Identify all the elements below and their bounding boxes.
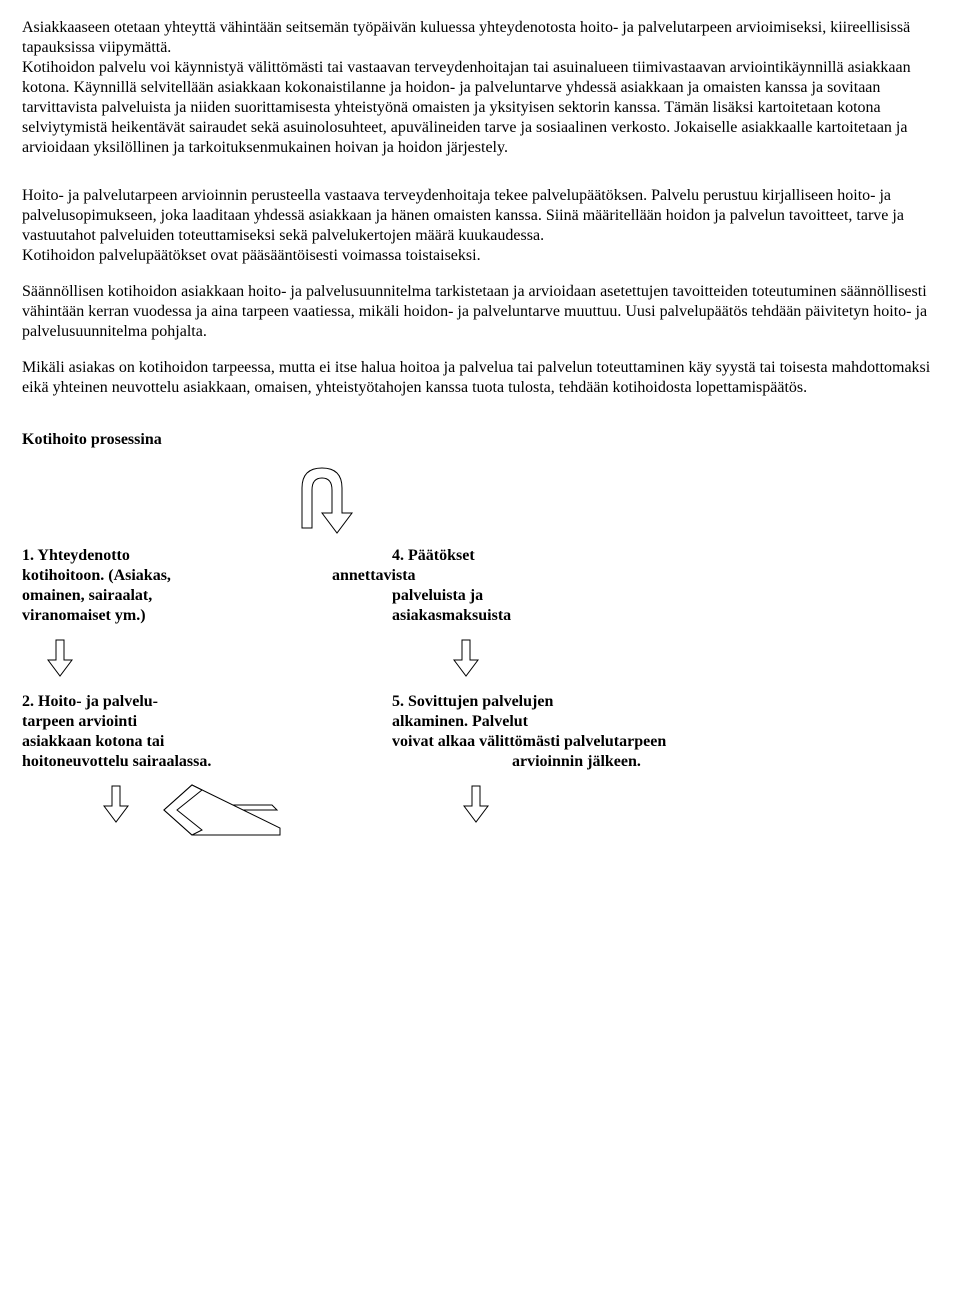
text: annettavista: [332, 567, 416, 584]
process-step-5: 5. Sovittujen palvelujen alkaminen. Palv…: [332, 692, 938, 772]
text: 4. Päätökset: [392, 547, 475, 564]
text: arvioinnin jälkeen.: [512, 753, 641, 770]
text: 5. Sovittujen palvelujen: [392, 693, 553, 710]
arrow-down-icon: [102, 784, 130, 824]
arrow-row: [22, 634, 938, 684]
arrow-row: [22, 780, 938, 840]
text: Kotihoidon palvelupäätökset ovat pääsään…: [22, 247, 481, 264]
text: alkaminen. Palvelut: [392, 713, 528, 730]
process-row: 2. Hoito- ja palvelu- tarpeen arviointi …: [22, 692, 938, 772]
body-paragraph: Mikäli asiakas on kotihoidon tarpeessa, …: [22, 358, 938, 398]
text: asiakasmaksuista: [392, 607, 511, 624]
text: palveluista ja: [392, 587, 483, 604]
process-step-4: 4. Päätökset annettavista palveluista ja…: [332, 546, 938, 626]
arrow-down-icon: [462, 784, 490, 824]
body-paragraph: Asiakkaaseen otetaan yhteyttä vähintään …: [22, 18, 938, 158]
text: voivat alkaa välittömästi palvelutarpeen: [392, 733, 666, 750]
text: hoitoneuvottelu sairaalassa.: [22, 753, 211, 770]
process-step-1: 1. Yhteydenotto kotihoitoon. (Asiakas, o…: [22, 546, 332, 626]
process-row: 1. Yhteydenotto kotihoitoon. (Asiakas, o…: [22, 546, 938, 626]
process-step-2: 2. Hoito- ja palvelu- tarpeen arviointi …: [22, 692, 332, 772]
u-turn-arrow-icon: [282, 458, 938, 538]
text: 1. Yhteydenotto: [22, 547, 130, 564]
text: 2. Hoito- ja palvelu-: [22, 693, 158, 710]
text: Hoito- ja palvelutarpeen arvioinnin peru…: [22, 187, 904, 244]
text: Asiakkaaseen otetaan yhteyttä vähintään …: [22, 19, 910, 56]
arrow-up-left-icon: [162, 780, 282, 840]
text: kotihoitoon. (Asiakas,: [22, 567, 171, 584]
process-title: Kotihoito prosessina: [22, 430, 938, 450]
arrow-down-icon: [452, 638, 480, 678]
text: viranomaiset ym.): [22, 607, 146, 624]
text: tarpeen arviointi: [22, 713, 137, 730]
body-paragraph: Hoito- ja palvelutarpeen arvioinnin peru…: [22, 186, 938, 266]
arrow-down-icon: [46, 638, 74, 678]
body-paragraph: Säännöllisen kotihoidon asiakkaan hoito-…: [22, 282, 938, 342]
text: Kotihoidon palvelu voi käynnistyä välitt…: [22, 59, 911, 156]
text: asiakkaan kotona tai: [22, 733, 164, 750]
text: omainen, sairaalat,: [22, 587, 152, 604]
